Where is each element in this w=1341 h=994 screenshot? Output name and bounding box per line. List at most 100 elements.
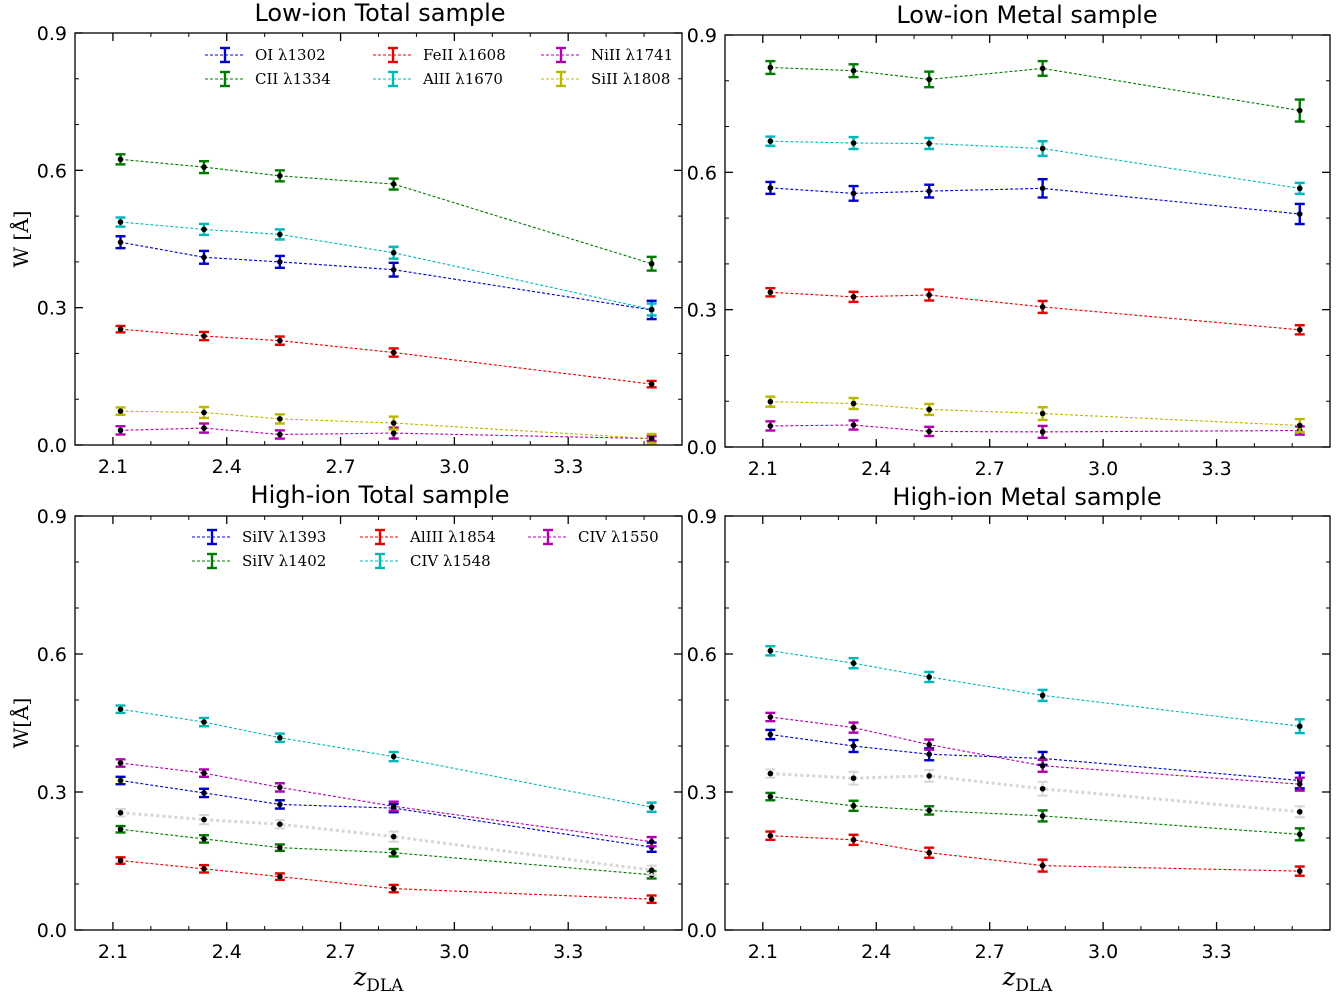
data-point	[850, 775, 857, 781]
data-point	[926, 428, 932, 435]
series-line	[770, 733, 1300, 782]
series-OI-λ1302	[765, 177, 1305, 226]
series-AlII-λ1670	[765, 135, 1305, 196]
data-point	[926, 140, 932, 147]
data-point	[926, 76, 932, 83]
data-point	[201, 866, 207, 872]
data-point	[850, 837, 857, 843]
series-NiII-λ1741	[115, 422, 657, 443]
data-point	[767, 770, 774, 777]
x-tick-label: 3.0	[1088, 458, 1118, 480]
data-point	[117, 857, 124, 864]
data-point	[850, 724, 857, 731]
data-point	[1296, 868, 1303, 874]
y-tick-label: 0.3	[37, 782, 67, 804]
legend: SiIV λ1393 SiIV λ1402 AlIII λ1854 CIV λ1548…	[192, 528, 659, 570]
data-point	[201, 254, 207, 261]
legend-entry: CIV λ1548	[360, 552, 491, 570]
data-point	[201, 770, 207, 776]
data-point	[1039, 762, 1046, 769]
data-point	[390, 885, 397, 892]
data-point	[767, 793, 774, 800]
panel-1: Low-ion Total sample 2.1 2.4 2.7 3.0 3.3 0.0 0.…	[8, 0, 683, 478]
legend-entry: CIV λ1550	[528, 528, 659, 546]
data-point	[277, 821, 283, 827]
data-point	[390, 181, 397, 187]
legend-label: AlIII λ1854	[409, 528, 496, 546]
data-point	[1296, 808, 1303, 815]
data-point	[767, 185, 774, 191]
data-point	[767, 138, 774, 145]
x-tick-label: 2.4	[861, 458, 891, 480]
legend: OI λ1302 CII λ1334 FeII λ1608 AlII λ1670 NiI…	[205, 46, 673, 88]
series-line	[770, 835, 1300, 872]
x-tick-label: 2.1	[748, 458, 778, 480]
x-tick-label: 2.4	[212, 941, 242, 963]
series-SiII-λ1808	[765, 395, 1305, 434]
data-point	[648, 896, 655, 902]
data-point	[850, 140, 857, 146]
series-AlIII-λ1854	[765, 830, 1305, 877]
y-axis-label: W[Å]	[8, 698, 33, 749]
series-SiIV-λ1393	[115, 775, 657, 853]
data-point	[117, 809, 124, 816]
data-point	[277, 784, 283, 791]
series-FeII-λ1608	[115, 324, 657, 389]
data-point	[648, 381, 655, 387]
data-point	[117, 777, 124, 784]
series-line	[120, 427, 652, 440]
data-point	[1296, 185, 1303, 192]
y-tick-label: 0.9	[37, 506, 67, 528]
data-point	[201, 164, 207, 170]
data-point	[277, 844, 283, 851]
data-point	[201, 836, 207, 842]
data-point	[390, 430, 397, 436]
series-line	[120, 762, 652, 843]
legend-label: SiIV λ1393	[242, 528, 326, 546]
series-gray-dotted	[115, 808, 657, 876]
panel-title: High-ion Metal sample	[892, 483, 1161, 511]
data-point	[767, 647, 774, 654]
x-tick-label: 2.4	[861, 941, 891, 963]
plot-frame	[724, 34, 1331, 448]
data-point	[201, 409, 207, 416]
data-point	[390, 803, 397, 810]
x-tick-label: 2.7	[975, 941, 1005, 963]
series-line	[770, 140, 1300, 189]
series-line	[120, 158, 652, 265]
series-CIV-λ1548	[115, 704, 657, 813]
data-point	[767, 398, 774, 405]
data-point	[850, 67, 857, 74]
series-line	[770, 424, 1300, 433]
panel-3: High-ion Total sample 2.1 2.4 2.7 3.0 3.3 0.0 0…	[8, 481, 683, 994]
data-point	[117, 826, 124, 833]
data-point	[767, 423, 774, 429]
data-point	[1296, 831, 1303, 838]
data-point	[1039, 185, 1046, 192]
data-point	[926, 773, 932, 779]
data-point	[767, 731, 774, 738]
series-line	[120, 410, 652, 440]
data-point	[926, 674, 932, 680]
y-axis-label: W [Å]	[8, 211, 33, 268]
data-point	[1296, 422, 1303, 429]
plot-frame	[74, 32, 683, 446]
data-point	[390, 849, 397, 856]
series-CIV-λ1550	[115, 758, 657, 848]
data-point	[926, 751, 932, 758]
data-point	[648, 435, 655, 442]
x-axis-label: zDLA	[353, 963, 405, 994]
data-point	[926, 807, 932, 814]
series-line	[770, 291, 1300, 331]
data-point	[117, 760, 124, 766]
y-tick-label: 0.0	[687, 920, 717, 942]
legend-entry: FeII λ1608	[373, 46, 506, 64]
data-point	[201, 425, 207, 431]
data-point	[1039, 145, 1046, 152]
data-point	[850, 660, 857, 666]
data-point	[926, 849, 932, 856]
data-point	[277, 416, 283, 422]
data-point	[117, 326, 124, 332]
series-line	[120, 328, 652, 385]
legend-entry: AlIII λ1854	[360, 528, 496, 546]
